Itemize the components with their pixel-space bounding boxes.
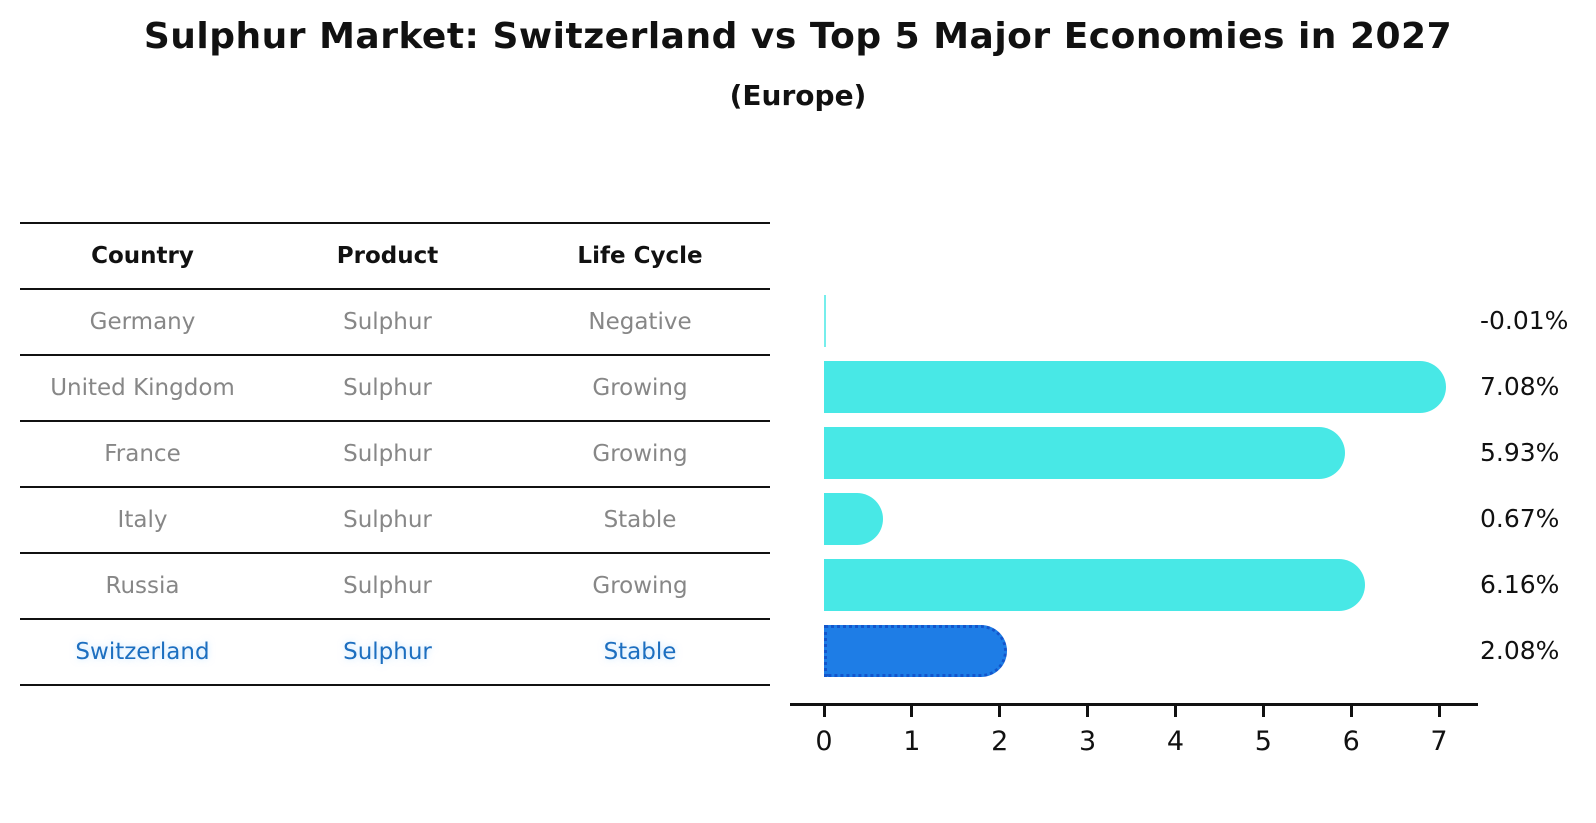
cell-country: United Kingdom <box>50 375 235 401</box>
x-axis-tick-label-6: 6 <box>1342 726 1360 757</box>
table-header-row: Country Product Life Cycle <box>20 224 770 290</box>
bar-switzerland <box>824 625 1007 677</box>
table-row-italy: Italy Sulphur Stable <box>20 488 770 554</box>
bar-value-label-germany: -0.01% <box>1480 306 1569 335</box>
cell-life-cycle: Growing <box>592 375 688 401</box>
cell-country: France <box>104 441 181 467</box>
x-axis-tick-label-2: 2 <box>991 726 1009 757</box>
column-header-product: Product <box>336 243 439 269</box>
bar-value-label-united-kingdom: 7.08% <box>1480 372 1560 401</box>
cell-life-cycle: Growing <box>592 573 688 599</box>
cell-product: Sulphur <box>343 639 432 665</box>
cell-product: Sulphur <box>343 441 432 467</box>
x-axis-tick-label-3: 3 <box>1078 726 1097 757</box>
bar-value-label-france: 5.93% <box>1480 438 1560 467</box>
table-row-switzerland: Switzerland Sulphur Stable <box>20 620 770 686</box>
cell-life-cycle: Stable <box>603 507 677 533</box>
cell-product: Sulphur <box>343 309 432 335</box>
bar-france <box>824 427 1345 479</box>
cell-country: Russia <box>105 573 180 599</box>
bar-value-label-switzerland: 2.08% <box>1480 636 1560 665</box>
table-row-germany: Germany Sulphur Negative <box>20 290 770 356</box>
chart-subtitle: (Europe) <box>729 79 867 112</box>
bar-italy <box>824 493 883 545</box>
bar-value-label-italy: 0.67% <box>1480 504 1560 533</box>
x-axis-tick-label-1: 1 <box>903 726 921 757</box>
cell-life-cycle: Growing <box>592 441 688 467</box>
column-header-country: Country <box>91 243 194 269</box>
x-axis-tick-label-0: 0 <box>815 726 833 757</box>
x-axis-tick-5 <box>1261 706 1265 717</box>
table-row-russia: Russia Sulphur Growing <box>20 554 770 620</box>
x-axis-tick-label-5: 5 <box>1254 726 1272 757</box>
bar-russia <box>824 559 1366 611</box>
x-axis-tick-label-7: 7 <box>1430 726 1448 757</box>
cell-product: Sulphur <box>343 375 432 401</box>
x-axis-tick-3 <box>1086 706 1090 717</box>
x-axis-tick-2 <box>998 706 1002 717</box>
cell-product: Sulphur <box>343 573 432 599</box>
x-axis-tick-7 <box>1437 706 1441 717</box>
bar-germany <box>824 295 826 347</box>
cell-life-cycle: Negative <box>588 309 692 335</box>
x-axis-tick-0 <box>822 706 826 717</box>
chart-title: Sulphur Market: Switzerland vs Top 5 Maj… <box>143 16 1453 57</box>
x-axis-line <box>790 703 1478 706</box>
table-row-united-kingdom: United Kingdom Sulphur Growing <box>20 356 770 422</box>
comparison-table: Country Product Life Cycle Germany Sulph… <box>20 222 770 686</box>
x-axis-tick-1 <box>910 706 914 717</box>
cell-country: Italy <box>117 507 168 533</box>
cell-country: Germany <box>89 309 196 335</box>
bar-value-label-russia: 6.16% <box>1480 570 1560 599</box>
column-header-life-cycle: Life Cycle <box>577 243 703 269</box>
x-axis-tick-4 <box>1173 706 1177 717</box>
cell-life-cycle: Stable <box>603 639 677 665</box>
cell-product: Sulphur <box>343 507 432 533</box>
bar-united-kingdom <box>824 361 1447 413</box>
x-axis-tick-label-4: 4 <box>1166 726 1185 757</box>
x-axis-tick-6 <box>1349 706 1353 717</box>
table-row-france: France Sulphur Growing <box>20 422 770 488</box>
cell-country: Switzerland <box>75 639 210 665</box>
